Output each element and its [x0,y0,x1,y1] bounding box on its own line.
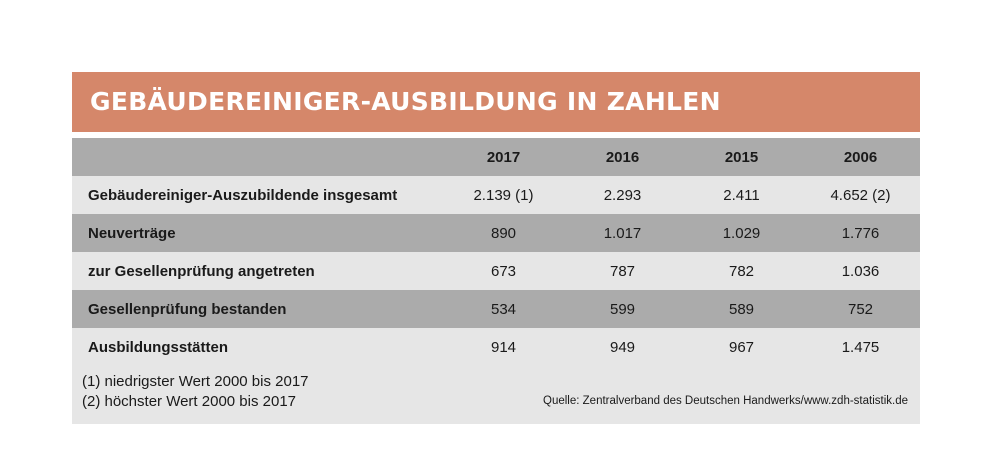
table-row: Ausbildungsstätten 914 949 967 1.475 [72,328,920,366]
table-cell: 949 [609,338,636,356]
table-cell: 782 [728,262,755,280]
table-cell: 534 [490,300,517,318]
table-cell: 2.293 [603,186,642,204]
page-title: GEBÄUDEREINIGER-AUSBILDUNG IN ZAHLEN [90,87,721,116]
row-label: Ausbildungsstätten [88,338,229,356]
footnotes: (1) niedrigster Wert 2000 bis 2017 (2) h… [82,372,309,412]
table-cell: 787 [609,262,636,280]
table-row: Gesellenprüfung bestanden 534 599 589 75… [72,290,920,328]
header-year-2017: 2017 [486,148,521,166]
table-row: zur Gesellenprüfung angetreten 673 787 7… [72,252,920,290]
table-cell: 673 [490,262,517,280]
header-year-2015: 2015 [724,148,759,166]
row-label: zur Gesellenprüfung angetreten [88,262,315,280]
table-cell: 4.652 (2) [830,186,891,204]
title-divider [72,132,920,138]
title-bar: GEBÄUDEREINIGER-AUSBILDUNG IN ZAHLEN [72,72,920,132]
table-row: Neuverträge 890 1.017 1.029 1.776 [72,214,920,252]
table-cell: 914 [490,338,517,356]
table-cell: 1.036 [841,262,880,280]
header-row: 2017 2016 2015 2006 [72,138,920,176]
row-label: Gesellenprüfung bestanden [88,300,287,318]
footnote-2: (2) höchster Wert 2000 bis 2017 [82,393,297,410]
table-cell: 890 [490,224,517,242]
table-cell: 752 [847,300,874,318]
row-label: Neuverträge [88,224,176,242]
table-cell: 2.411 [723,186,760,204]
statistics-card: GEBÄUDEREINIGER-AUSBILDUNG IN ZAHLEN 201… [72,72,920,424]
table-cell: 1.029 [722,224,761,242]
table-row: Gebäudereiniger-Auszubildende insgesamt … [72,176,920,214]
table-cell: 2.139 (1) [473,186,534,204]
header-year-2006: 2006 [843,148,878,166]
header-year-2016: 2016 [605,148,640,166]
table-cell: 589 [728,300,755,318]
table-cell: 1.776 [841,224,880,242]
source-note: Quelle: Zentralverband des Deutschen Han… [543,395,908,407]
table-cell: 1.475 [841,338,880,356]
data-table: 2017 2016 2015 2006 Gebäudereiniger-Ausz… [72,138,920,366]
table-cell: 1.017 [603,224,642,242]
table-cell: 599 [609,300,636,318]
footnote-1: (1) niedrigster Wert 2000 bis 2017 [82,373,309,390]
table-cell: 967 [728,338,755,356]
row-label: Gebäudereiniger-Auszubildende insgesamt [88,186,398,204]
header-label-cell [72,138,444,176]
